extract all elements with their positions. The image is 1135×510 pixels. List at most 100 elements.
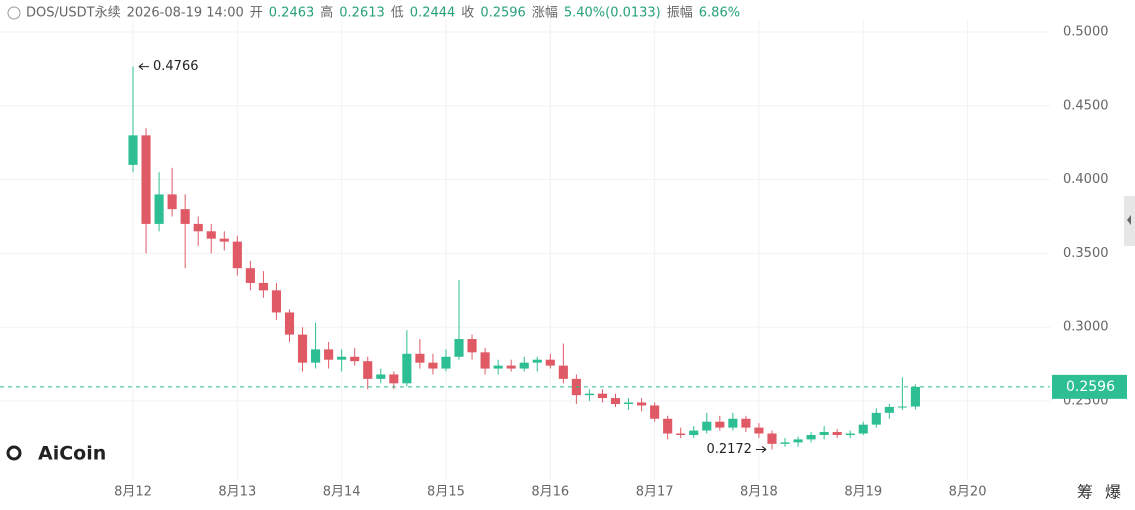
header <box>7 6 21 20</box>
header-label: 开 <box>250 6 263 21</box>
candle-body <box>728 418 738 428</box>
candle-body <box>584 393 594 396</box>
symbol: DOS/USDT永续 <box>26 6 121 21</box>
y-tick-label: 0.3500 <box>1063 246 1109 261</box>
candle-body <box>193 223 203 232</box>
candle-body <box>258 282 268 291</box>
brand-name: AiCoin <box>38 443 106 465</box>
x-tick-label: 8月14 <box>323 485 361 500</box>
candle-body <box>506 365 516 369</box>
candle-body <box>454 339 464 357</box>
candle-body <box>845 433 855 435</box>
y-tick-label: 0.5000 <box>1063 25 1109 40</box>
candle-body <box>245 268 255 283</box>
candle-body <box>167 194 177 210</box>
candle-body <box>650 405 660 419</box>
header-value: 6.86% <box>699 6 740 21</box>
candle-body <box>832 432 842 435</box>
header-label: 收 <box>461 6 474 21</box>
x-tick-label: 8月15 <box>427 485 465 500</box>
candle-body <box>467 339 477 353</box>
candle-body <box>793 439 803 443</box>
x-tick-label: 8月12 <box>114 485 152 500</box>
x-tick-label: 8月16 <box>531 485 569 500</box>
candle-body <box>284 312 295 335</box>
candle-body <box>884 406 894 413</box>
annotation-arrow <box>755 446 767 453</box>
candle-body <box>324 349 334 360</box>
icon <box>7 6 21 20</box>
candle-body <box>780 442 790 444</box>
candle-body <box>141 135 151 224</box>
candle-body <box>637 402 647 406</box>
header-value: 0.2463 <box>269 6 315 21</box>
candle-body <box>532 359 542 363</box>
header-label: 振幅 <box>667 6 693 21</box>
button-label[interactable]: 筹 <box>1077 483 1093 502</box>
candle-body <box>623 402 634 404</box>
candle-body <box>871 412 881 425</box>
brand-logo <box>6 445 22 461</box>
time: 2026-08-19 14:00 <box>127 6 244 21</box>
max-label: 0.4766 <box>153 59 199 74</box>
candle-body <box>689 430 699 435</box>
candle-body <box>180 209 190 224</box>
x-tick-label: 8月20 <box>949 485 987 500</box>
candle-body <box>311 349 321 363</box>
candle-body <box>715 421 725 428</box>
button-label[interactable]: 爆 <box>1105 483 1121 502</box>
grid <box>0 20 1050 480</box>
candle-body <box>493 365 503 369</box>
candle-body <box>819 432 829 435</box>
header-label: 高 <box>320 5 333 21</box>
header-value: 0.2444 <box>410 6 456 21</box>
candle-body <box>806 434 816 440</box>
candle-body <box>337 356 347 360</box>
side-handle-arrow <box>1127 215 1131 225</box>
header-label: 涨幅 <box>532 6 558 21</box>
candle-body <box>480 352 490 369</box>
candle-body <box>232 241 242 269</box>
brand: AiCoin <box>6 443 106 465</box>
candle-body <box>676 433 686 435</box>
candle-body <box>271 290 282 313</box>
candle-body <box>558 365 568 379</box>
candle-body <box>610 398 621 404</box>
x-tick-label: 8月17 <box>636 485 674 500</box>
candle-body <box>219 238 229 242</box>
header-value: 5.40%(0.0133) <box>564 6 661 21</box>
candle-body <box>402 353 412 384</box>
x-tick-label: 8月19 <box>844 485 882 500</box>
button[interactable] <box>1100 480 1126 506</box>
candle-body <box>597 393 608 399</box>
header-label: 低 <box>391 6 404 21</box>
candle-body <box>754 427 764 434</box>
candle-body <box>545 359 555 366</box>
candle-body <box>910 386 920 407</box>
annotation-arrow <box>138 63 150 70</box>
candle-body <box>428 362 438 369</box>
candle-body <box>897 406 907 408</box>
button[interactable] <box>1072 480 1098 506</box>
header-value: 0.2596 <box>480 6 526 21</box>
candle-body <box>441 356 451 369</box>
x-tick-label: 8月13 <box>218 485 256 500</box>
candle-body <box>415 353 425 363</box>
candle-body <box>376 374 386 379</box>
candle-body <box>389 374 399 384</box>
candle-body <box>519 362 529 369</box>
candle-body <box>350 356 360 362</box>
x-tick-label: 8月18 <box>740 485 778 500</box>
candle-body <box>702 421 712 431</box>
candle-body <box>128 135 138 165</box>
last-price-box <box>1052 374 1127 399</box>
y-tick-label: 0.4500 <box>1063 98 1109 113</box>
min-label: 0.2172 <box>706 442 752 457</box>
candle-body <box>663 418 673 434</box>
candle-body <box>741 418 751 428</box>
candle-body <box>154 194 164 224</box>
last-price-label: 0.2596 <box>1066 379 1115 395</box>
candle-body <box>858 424 868 434</box>
candle-body <box>206 231 216 239</box>
